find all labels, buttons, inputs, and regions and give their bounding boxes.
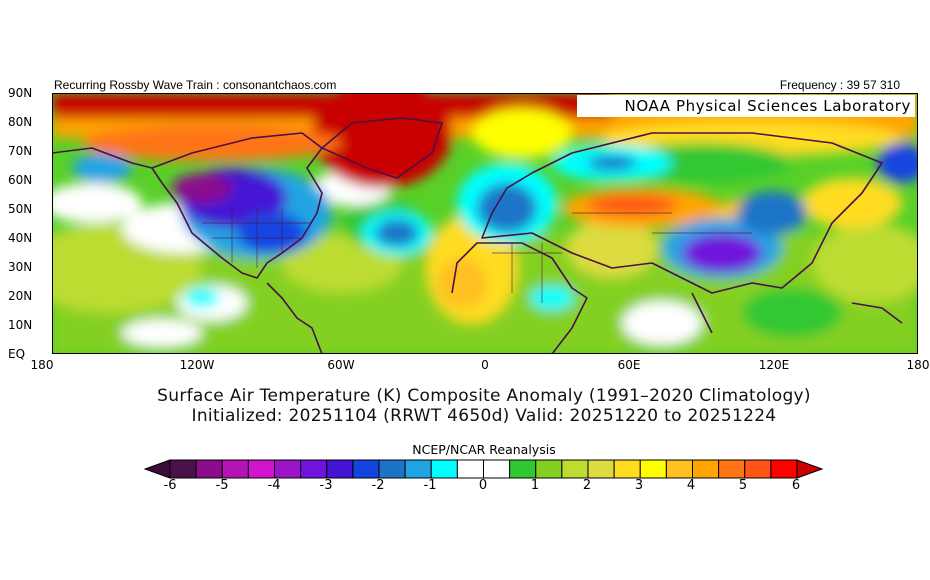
- lon-label: 60W: [327, 358, 355, 372]
- colorbar-swatch: [483, 459, 511, 479]
- colorbar-tick: -6: [163, 478, 177, 493]
- colorbar-swatch: [561, 459, 589, 479]
- colorbar-swatch: [221, 459, 249, 479]
- lat-label: 10N: [8, 318, 33, 332]
- colorbar-over-arrow: [796, 459, 824, 479]
- lat-label: 90N: [8, 86, 33, 100]
- lon-label: 180: [30, 358, 54, 372]
- state-borders: [202, 208, 752, 303]
- colorbar-swatch: [195, 459, 223, 479]
- colorbar-swatch: [718, 459, 746, 479]
- colorbar-tick: 1: [530, 478, 540, 493]
- colorbar-swatch: [378, 459, 406, 479]
- noaa-psl-label: NOAA Physical Sciences Laboratory: [577, 95, 915, 117]
- lat-label: 20N: [8, 289, 33, 303]
- lon-label: 60E: [617, 358, 641, 372]
- colorbar-swatch: [639, 459, 667, 479]
- colorbar-tick: 6: [791, 478, 801, 493]
- lat-label: 80N: [8, 115, 33, 129]
- temperature-anomaly-map: [52, 93, 918, 354]
- lon-label: 0: [481, 358, 489, 372]
- colorbar-under-arrow: [143, 459, 171, 479]
- colorbar-swatch: [169, 459, 197, 479]
- colorbar-swatch: [535, 459, 563, 479]
- colorbar-swatch: [430, 459, 458, 479]
- colorbar-tick: -5: [215, 478, 229, 493]
- colorbar-swatch: [665, 459, 693, 479]
- colorbar-swatch: [613, 459, 641, 479]
- colorbar-tick: -3: [319, 478, 333, 493]
- colorbar-title: NCEP/NCAR Reanalysis: [412, 442, 556, 457]
- lon-label: 120E: [758, 358, 790, 372]
- colorbar-tick: 5: [738, 478, 748, 493]
- colorbar-swatch: [352, 459, 380, 479]
- map-frame: [52, 93, 918, 354]
- lat-label: 50N: [8, 202, 33, 216]
- anomaly-field: [52, 93, 918, 354]
- lat-label: 60N: [8, 173, 33, 187]
- map-subtitle: Initialized: 20251104 (RRWT 4650d) Valid…: [191, 406, 777, 426]
- colorbar-tick: 0: [478, 478, 488, 493]
- source-credit: Recurring Rossby Wave Train : consonantc…: [54, 78, 337, 92]
- colorbar-swatch: [404, 459, 432, 479]
- lon-label: 120W: [179, 358, 215, 372]
- frequency-label: Frequency : 39 57 310: [779, 78, 900, 92]
- lat-label: EQ: [8, 347, 26, 361]
- colorbar-swatch: [326, 459, 354, 479]
- colorbar-swatch: [692, 459, 720, 479]
- colorbar-swatch: [587, 459, 615, 479]
- colorbar-tick: -4: [267, 478, 281, 493]
- lon-label: 180: [906, 358, 930, 372]
- colorbar: [143, 459, 824, 479]
- colorbar-swatch: [247, 459, 275, 479]
- colorbar-swatch: [274, 459, 302, 479]
- colorbar-swatch: [509, 459, 537, 479]
- colorbar-swatch: [744, 459, 772, 479]
- lat-label: 40N: [8, 231, 33, 245]
- colorbar-swatch: [300, 459, 328, 479]
- colorbar-tick: 4: [686, 478, 696, 493]
- colorbar-swatch: [770, 459, 798, 479]
- colorbar-tick: 3: [634, 478, 644, 493]
- colorbar-tick: -2: [371, 478, 385, 493]
- colorbar-tick: 2: [582, 478, 592, 493]
- coastlines: [52, 117, 903, 354]
- colorbar-tick: -1: [423, 478, 437, 493]
- colorbar-swatch: [456, 459, 484, 479]
- lat-label: 70N: [8, 144, 33, 158]
- map-title: Surface Air Temperature (K) Composite An…: [157, 386, 811, 406]
- lat-label: 30N: [8, 260, 33, 274]
